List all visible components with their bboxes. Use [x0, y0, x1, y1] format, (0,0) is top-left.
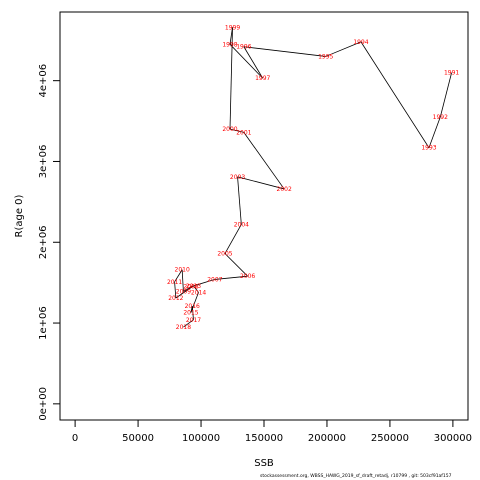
- y-axis-title: R(age 0): [14, 194, 25, 237]
- series-segment: [175, 285, 194, 299]
- plot-frame: [59, 11, 469, 421]
- point-label-2009: 2009: [176, 289, 191, 296]
- point-label-2000: 2000: [222, 126, 237, 133]
- series-segment: [224, 253, 248, 277]
- point-label-2002: 2002: [277, 186, 292, 193]
- point-label-2003: 2003: [230, 174, 245, 181]
- point-label-2001: 2001: [236, 129, 251, 136]
- point-label-2004: 2004: [234, 221, 249, 228]
- series-segment: [243, 46, 264, 79]
- series-segment: [193, 285, 199, 293]
- series-segment: [439, 72, 453, 118]
- point-label-2011: 2011: [167, 279, 182, 286]
- point-label-1991: 1991: [444, 70, 459, 77]
- point-labels: 1991 1992 1993 1994 1995 1996 1997 1998 1999 2000…: [167, 24, 459, 331]
- point-label-2013: 2013: [186, 283, 201, 290]
- point-label-1995: 1995: [318, 53, 333, 60]
- y-tick-label: 2e+06: [38, 225, 49, 259]
- x-tick-label: 300000: [434, 433, 472, 444]
- point-label-1999: 1999: [225, 24, 240, 31]
- series-segment: [243, 132, 285, 190]
- point-label-2008: 2008: [183, 284, 198, 291]
- x-tick-label: 0: [72, 433, 78, 444]
- point-label-2014: 2014: [191, 289, 206, 296]
- series-segment: [183, 319, 194, 328]
- point-label-2012: 2012: [168, 295, 183, 302]
- x-axis: 0 50000 100000 150000 200000 250000 300000: [72, 419, 472, 444]
- point-label-2017: 2017: [186, 317, 201, 324]
- y-axis: 0e+00 1e+06 2e+06 3e+06 4e+06: [38, 64, 61, 421]
- series-segment: [224, 224, 242, 254]
- x-tick-label: 200000: [308, 433, 346, 444]
- series-segment: [174, 269, 183, 283]
- series-segment: [237, 176, 285, 190]
- series-segment: [229, 44, 264, 79]
- x-tick-label: 250000: [371, 433, 409, 444]
- series-segment: [428, 116, 441, 148]
- series-segment: [237, 176, 242, 225]
- series-segment: [181, 269, 184, 292]
- point-label-2015: 2015: [183, 310, 198, 317]
- series-segment: [243, 46, 326, 57]
- series-segment: [190, 279, 216, 288]
- y-tick-label: 0e+00: [38, 387, 49, 421]
- series-segment: [229, 128, 244, 133]
- point-label-1996: 1996: [236, 44, 251, 51]
- y-tick-label: 1e+06: [38, 306, 49, 340]
- series-segment: [360, 41, 430, 148]
- x-tick-label: 150000: [245, 433, 283, 444]
- point-label-1992: 1992: [433, 114, 448, 121]
- point-label-1994: 1994: [353, 39, 368, 46]
- point-label-1993: 1993: [421, 145, 436, 152]
- point-label-2018: 2018: [176, 324, 191, 331]
- series-segment: [229, 27, 233, 130]
- series-segment: [183, 286, 192, 292]
- point-label-2005: 2005: [217, 251, 232, 258]
- point-label-1998: 1998: [222, 41, 237, 48]
- point-label-2006: 2006: [240, 273, 255, 280]
- series-segment: [214, 275, 248, 280]
- point-label-1997: 1997: [255, 75, 270, 82]
- y-tick-label: 3e+06: [38, 145, 49, 179]
- series-segment: [325, 41, 362, 57]
- y-tick-label: 4e+06: [38, 64, 49, 98]
- point-label-2007: 2007: [207, 276, 222, 283]
- point-label-2016: 2016: [185, 303, 200, 310]
- footnote: stockassessment.org, WBSS_HAWG_2019_sf_d…: [260, 474, 452, 479]
- x-tick-label: 100000: [182, 433, 220, 444]
- series-segment: [191, 306, 194, 320]
- series-line: [174, 27, 453, 328]
- x-axis-title: SSB: [254, 458, 274, 469]
- x-tick-label: 50000: [122, 433, 154, 444]
- series-segment: [174, 281, 177, 299]
- point-label-2010: 2010: [175, 267, 190, 274]
